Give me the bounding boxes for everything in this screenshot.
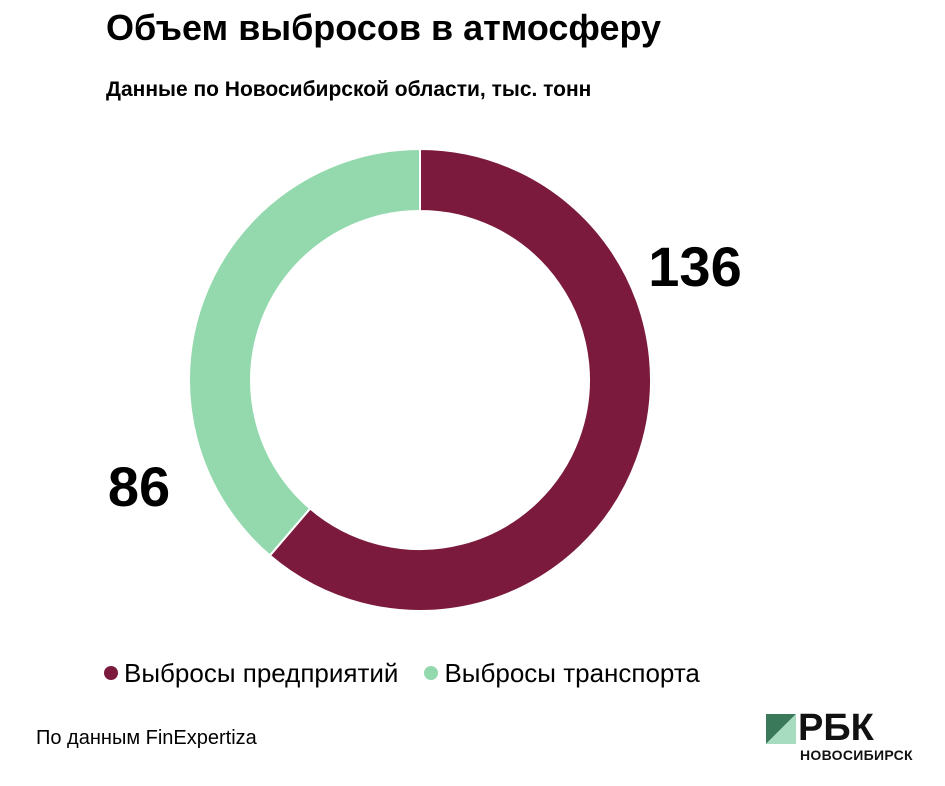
rbc-logo-wordmark: РБК: [798, 707, 874, 749]
legend-label-enterprises: Выбросы предприятий: [124, 657, 399, 688]
rbc-logo: РБК НОВОСИБИРСК: [766, 708, 926, 766]
legend-item-transport: Выбросы транспорта: [424, 657, 700, 689]
data-label-transport: 86: [108, 455, 170, 518]
data-label-enterprises: 136: [648, 235, 741, 298]
legend-dot-enterprises: [104, 666, 118, 680]
source-note: По данным FinExpertiza: [36, 727, 257, 749]
chart-title: Объем выбросов в атмосферу: [106, 7, 662, 48]
rbc-logo-mark: [766, 714, 796, 744]
legend-item-enterprises: Выбросы предприятий: [104, 658, 398, 689]
chart-subtitle: Данные по Новосибирской области, тыс. то…: [106, 78, 592, 101]
legend-label-transport: Выбросы транспорта: [444, 657, 700, 688]
donut-chart: 136 86: [108, 147, 742, 612]
rbc-logo-city: НОВОСИБИРСК: [800, 747, 913, 763]
chart-legend: Выбросы предприятий Выбросы транспорта: [104, 656, 700, 690]
legend-dot-transport: [424, 666, 439, 680]
slice-enterprises: [268, 147, 652, 612]
slice-transport: [188, 147, 421, 557]
